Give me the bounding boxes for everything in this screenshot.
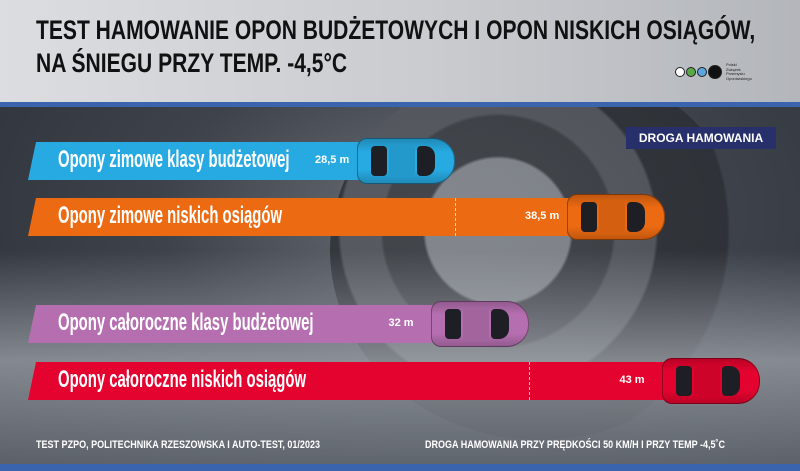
logo-dot	[697, 67, 707, 77]
bottom-band	[0, 464, 800, 471]
bar-label: Opony całoroczne niskich osiągów	[58, 366, 307, 393]
logo-word: Przemysłu	[726, 71, 745, 76]
logo-dot	[675, 67, 685, 77]
bar-label: Opony zimowe niskich osiągów	[58, 202, 283, 229]
logo-text: Polski Związek Przemysłu Oponiarskiego	[726, 62, 752, 81]
title-line-2: NA ŚNIEGU PRZY TEMP. -4,5°C	[36, 48, 348, 78]
car-icon	[357, 138, 455, 184]
car-icon	[567, 194, 665, 240]
chart-title: TEST HAMOWANIE OPON BUDŻETOWYCH I OPON N…	[36, 14, 755, 80]
car-icon	[430, 301, 529, 347]
logo-word: Polski	[726, 62, 737, 67]
bar-value-label: 32 m	[388, 317, 414, 329]
bar-3: Opony całoroczne klasy budżetowej 32 m	[28, 305, 441, 343]
legend-droga-hamowania: DROGA HAMOWANIA	[626, 127, 776, 149]
header-divider	[0, 102, 800, 107]
car-icon	[661, 358, 760, 404]
bar-label: Opony zimowe klasy budżetowej	[58, 146, 290, 173]
bar-label: Opony całoroczne klasy budżetowej	[58, 309, 314, 336]
title-line-1: TEST HAMOWANIE OPON BUDŻETOWYCH I OPON N…	[36, 15, 756, 45]
logo-dot	[686, 67, 696, 77]
bar-value-label: 43 m	[619, 374, 645, 386]
logo-word: Oponiarskiego	[726, 75, 752, 81]
reference-dashed-line	[528, 362, 530, 400]
logo-dot	[708, 65, 722, 79]
bar-value-label: 28,5 m	[315, 154, 350, 166]
bar-value-label: 38,5 m	[525, 210, 560, 222]
bar-4: Opony całoroczne niskich osiągów 43 m	[28, 362, 672, 400]
bar-2: Opony zimowe niskich osiągów 38,5 m	[28, 198, 577, 236]
footer-note: DROGA HAMOWANIA PRZY PRĘDKOŚCI 50 KM/H I…	[425, 439, 726, 451]
footer-source: TEST PZPO, POLITECHNIKA RZESZOWSKA I AUT…	[36, 439, 321, 451]
reference-dashed-line	[455, 198, 456, 236]
bar-1: Opony zimowe klasy budżetowej 28,5 m	[28, 142, 367, 180]
logo-word: Związek	[726, 66, 741, 72]
header: TEST HAMOWANIE OPON BUDŻETOWYCH I OPON N…	[0, 0, 800, 103]
pzpo-logo: Polski Związek Przemysłu Oponiarskiego	[675, 62, 752, 81]
